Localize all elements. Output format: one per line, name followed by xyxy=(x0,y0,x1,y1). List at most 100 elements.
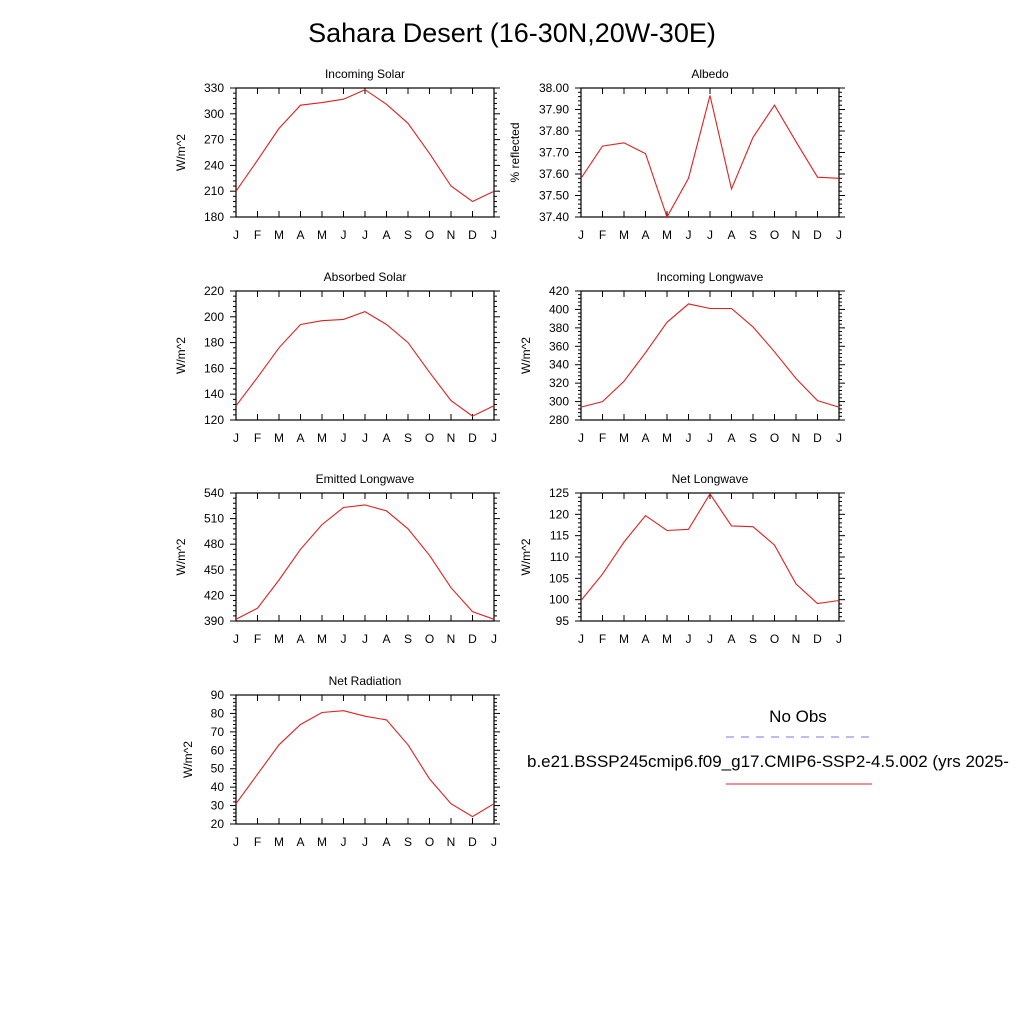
x-tick-label: S xyxy=(749,431,757,445)
y-tick-label: 20 xyxy=(211,817,225,831)
x-tick-label: J xyxy=(233,835,239,849)
y-tick-label: 210 xyxy=(204,184,224,198)
y-tick-label: 80 xyxy=(211,706,225,720)
y-tick-label: 270 xyxy=(204,133,224,147)
x-tick-label: M xyxy=(274,632,284,646)
x-tick-label: J xyxy=(686,632,692,646)
series-line xyxy=(235,89,495,203)
x-tick-label: A xyxy=(641,228,649,242)
x-tick-label: J xyxy=(491,228,497,242)
y-tick-label: 90 xyxy=(211,688,225,702)
x-tick-label: J xyxy=(836,228,842,242)
y-tick-label: 110 xyxy=(550,550,569,564)
x-tick-label: J xyxy=(341,632,347,646)
x-tick-label: F xyxy=(254,632,261,646)
x-tick-label: J xyxy=(341,835,347,849)
x-tick-label: J xyxy=(362,835,368,849)
x-tick-label: A xyxy=(382,431,390,445)
x-tick-label: N xyxy=(447,632,456,646)
y-tick-label: 360 xyxy=(549,339,569,353)
y-tick-label: 100 xyxy=(549,593,569,607)
x-tick-label: A xyxy=(296,632,304,646)
x-tick-label: J xyxy=(686,431,692,445)
y-tick-label: 70 xyxy=(211,725,225,739)
x-tick-label: O xyxy=(770,431,779,445)
y-tick-label: 37.40 xyxy=(539,210,569,224)
panel-frame xyxy=(235,87,495,218)
x-tick-label: M xyxy=(662,228,672,242)
x-tick-label: J xyxy=(836,431,842,445)
y-tick-label: 115 xyxy=(550,529,569,543)
x-tick-label: J xyxy=(578,431,584,445)
x-tick-label: F xyxy=(599,632,606,646)
x-tick-label: O xyxy=(425,835,434,849)
x-tick-label: N xyxy=(447,431,456,445)
x-tick-label: J xyxy=(707,431,713,445)
x-tick-label: J xyxy=(686,228,692,242)
x-tick-label: J xyxy=(362,431,368,445)
panel-title: Albedo xyxy=(691,67,729,81)
y-tick-label: 480 xyxy=(204,537,224,551)
x-tick-label: J xyxy=(233,431,239,445)
x-tick-label: F xyxy=(599,228,606,242)
x-tick-label: M xyxy=(274,228,284,242)
y-tick-label: 105 xyxy=(549,571,569,585)
x-tick-label: D xyxy=(813,632,822,646)
y-tick-label: 180 xyxy=(204,336,224,350)
x-tick-label: J xyxy=(341,228,347,242)
x-tick-label: M xyxy=(619,431,629,445)
panel-frame xyxy=(235,492,495,622)
series-line xyxy=(235,310,495,417)
x-tick-label: J xyxy=(707,632,713,646)
y-axis-label: W/m^2 xyxy=(519,337,533,374)
y-tick-label: 390 xyxy=(204,614,224,628)
x-tick-label: D xyxy=(468,431,477,445)
y-tick-label: 450 xyxy=(204,563,224,577)
y-tick-label: 540 xyxy=(204,486,224,500)
y-tick-label: 340 xyxy=(549,358,569,372)
y-tick-label: 140 xyxy=(204,387,224,401)
x-tick-label: M xyxy=(662,431,672,445)
x-tick-label: F xyxy=(254,431,261,445)
x-tick-label: S xyxy=(749,632,757,646)
y-tick-label: 300 xyxy=(204,107,224,121)
series-line xyxy=(235,710,495,818)
x-tick-label: M xyxy=(317,228,327,242)
x-tick-label: D xyxy=(468,835,477,849)
y-tick-label: 300 xyxy=(549,395,569,409)
x-tick-label: M xyxy=(619,228,629,242)
x-tick-label: N xyxy=(447,835,456,849)
x-tick-label: J xyxy=(707,228,713,242)
y-axis-label: W/m^2 xyxy=(519,538,533,575)
y-tick-label: 420 xyxy=(204,588,224,602)
x-tick-label: N xyxy=(792,632,801,646)
x-tick-label: A xyxy=(296,835,304,849)
x-tick-label: J xyxy=(578,228,584,242)
y-tick-label: 37.70 xyxy=(539,146,569,160)
y-axis-label: W/m^2 xyxy=(174,134,188,171)
x-tick-label: F xyxy=(254,228,261,242)
x-tick-label: D xyxy=(468,632,477,646)
x-tick-label: J xyxy=(233,228,239,242)
x-tick-label: D xyxy=(468,228,477,242)
x-tick-label: A xyxy=(727,632,735,646)
x-tick-label: A xyxy=(727,228,735,242)
x-tick-label: J xyxy=(362,632,368,646)
panel-title: Incoming Solar xyxy=(325,67,405,81)
x-tick-label: S xyxy=(749,228,757,242)
x-tick-label: N xyxy=(447,228,456,242)
panel-frame xyxy=(235,694,495,825)
x-tick-label: F xyxy=(599,431,606,445)
panel-title: Net Longwave xyxy=(672,472,749,486)
y-tick-label: 330 xyxy=(204,81,224,95)
x-tick-label: J xyxy=(233,632,239,646)
panel-frame xyxy=(580,290,840,421)
y-tick-label: 400 xyxy=(549,302,569,316)
y-tick-label: 200 xyxy=(204,310,224,324)
panel-title: Absorbed Solar xyxy=(324,270,407,284)
y-tick-label: 510 xyxy=(204,512,224,526)
